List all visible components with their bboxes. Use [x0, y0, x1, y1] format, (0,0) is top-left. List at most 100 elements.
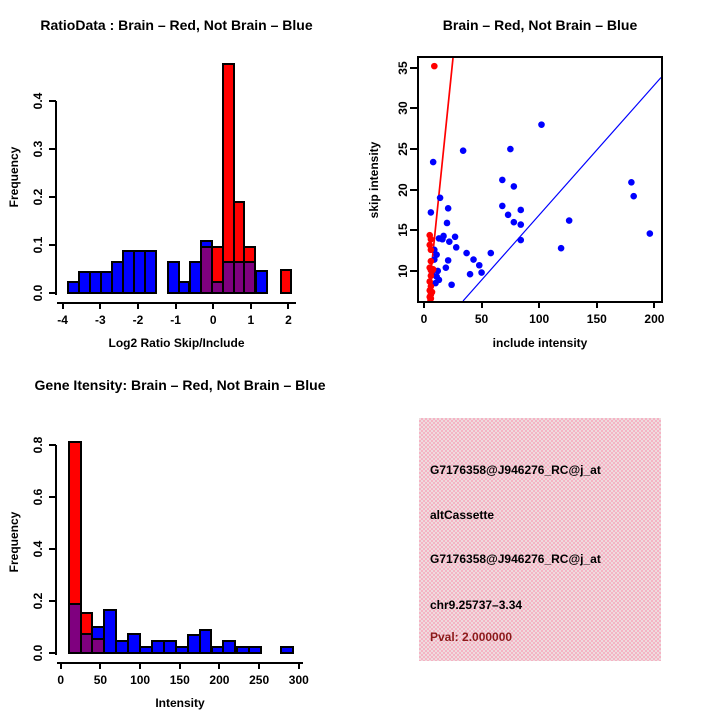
hist-bar-blue-segment [103, 609, 118, 654]
x-tick-label: 300 [288, 673, 309, 687]
not-brain-data-point [429, 158, 437, 166]
chart-title: Gene Itensity: Brain – Red, Not Brain – … [34, 377, 326, 393]
x-axis-tick [174, 302, 177, 309]
x-axis-tick [178, 662, 181, 669]
not-brain-data-point [452, 244, 460, 251]
y-axis-tick [410, 269, 417, 272]
not-brain-data-point [478, 269, 485, 276]
not-brain-data-point [475, 261, 483, 269]
pval-text: Pval: 2.000000 [430, 630, 513, 644]
x-axis-tick [99, 662, 102, 669]
not-brain-data-point [628, 179, 635, 186]
brain-data-point [427, 295, 435, 301]
not-brain-data-point [517, 221, 525, 228]
not-brain-data-point [439, 235, 446, 243]
x-tick-label: 150 [169, 673, 190, 687]
brain-data-point [428, 288, 436, 296]
hist-bar-red-segment [79, 611, 94, 636]
hist-bar-blue-segment [198, 628, 213, 654]
x-tick-label: 100 [130, 673, 151, 687]
x-tick-label: 0 [420, 312, 428, 326]
not-brain-data-point [435, 276, 443, 284]
x-axis-tick [480, 301, 483, 308]
brain-data-point [427, 246, 435, 254]
y-tick-label: 25 [396, 142, 410, 156]
x-tick-label: -2 [132, 313, 144, 327]
y-tick-label: 0.2 [31, 188, 45, 206]
not-brain-data-point [463, 249, 470, 257]
y-tick-label: 0.0 [31, 644, 45, 662]
not-brain-data-point [507, 145, 514, 153]
not-brain-data-point [470, 256, 477, 263]
x-axis-tick [139, 662, 142, 669]
y-axis-line [55, 445, 57, 655]
y-axis-line [55, 100, 57, 295]
y-tick-label: 0.4 [31, 540, 45, 558]
not-brain-data-point [444, 257, 452, 264]
not-brain-data-point [443, 219, 451, 227]
brain-fit-line [427, 58, 454, 301]
x-tick-label: 50 [93, 673, 108, 687]
x-tick-label: 50 [474, 312, 489, 326]
brain-data-point [429, 266, 437, 273]
y-tick-label: 0.6 [31, 488, 45, 506]
y-axis-tick [410, 188, 417, 191]
y-axis-tick [49, 548, 56, 551]
locus-text: chr9.25737–3.34 [430, 598, 523, 612]
y-axis-tick [410, 229, 417, 232]
hist-bar-blue-segment [222, 640, 237, 654]
not-brain-data-point [436, 194, 444, 202]
y-tick-label: 10 [396, 264, 410, 278]
y-axis-tick [49, 195, 56, 198]
x-axis-tick [653, 301, 656, 308]
x-tick-label: 150 [586, 312, 607, 326]
not-brain-fit-line [462, 77, 661, 301]
y-tick-label: 35 [396, 61, 410, 75]
x-axis-tick [136, 302, 139, 309]
hist-bar-blue-segment [255, 269, 268, 294]
y-tick-label: 15 [396, 223, 410, 237]
hist-bar-red-segment [232, 200, 246, 263]
not-brain-data-point [499, 202, 506, 210]
y-axis-tick [49, 99, 56, 102]
y-tick-label: 20 [396, 182, 410, 197]
hist-bar-red-segment [279, 269, 293, 294]
not-brain-data-point [504, 211, 512, 219]
x-tick-label: 0 [57, 673, 65, 687]
x-tick-label: 200 [644, 312, 665, 326]
y-axis-label: Frequency [7, 511, 21, 572]
y-tick-label: 0.0 [31, 284, 45, 302]
hist-bar-red-segment [243, 245, 257, 263]
not-brain-data-point [630, 192, 637, 200]
y-tick-label: 0.8 [31, 436, 45, 454]
x-axis-label: include intensity [492, 336, 588, 350]
y-tick-label: 0.2 [31, 592, 45, 610]
x-axis-tick [212, 302, 215, 309]
panel-ratio-histogram: RatioData : Brain – Red, Not Brain – Blu… [0, 0, 360, 360]
brain-data-point [427, 272, 435, 280]
x-axis-tick [297, 662, 300, 669]
y-axis-tick [49, 652, 56, 654]
x-axis-tick [218, 662, 221, 669]
y-axis-tick [49, 444, 56, 447]
x-axis-tick [422, 301, 425, 308]
hist-bar-blue-segment [247, 645, 262, 654]
hist-bar-blue-segment [127, 633, 142, 654]
y-tick-label: 0.3 [31, 140, 45, 158]
not-brain-data-point [499, 176, 506, 184]
chart-title: RatioData : Brain – Red, Not Brain – Blu… [40, 17, 313, 33]
panel-intensity-scatter: Brain – Red, Not Brain – Blue include int… [360, 0, 720, 360]
y-axis-tick [49, 496, 56, 499]
not-brain-data-point [487, 249, 495, 257]
not-brain-data-point [510, 218, 518, 226]
x-tick-label: 1 [247, 313, 255, 327]
not-brain-data-point [517, 206, 525, 214]
probe-id-text: G7176358@J946276_RC@j_at [430, 552, 601, 566]
x-axis-tick [61, 302, 64, 309]
x-tick-label: 250 [249, 673, 270, 687]
not-brain-data-point [448, 281, 455, 289]
not-brain-data-point [517, 236, 525, 244]
y-axis-tick [49, 292, 56, 294]
y-tick-label: 0.4 [31, 92, 45, 110]
brain-data-point [431, 62, 438, 70]
